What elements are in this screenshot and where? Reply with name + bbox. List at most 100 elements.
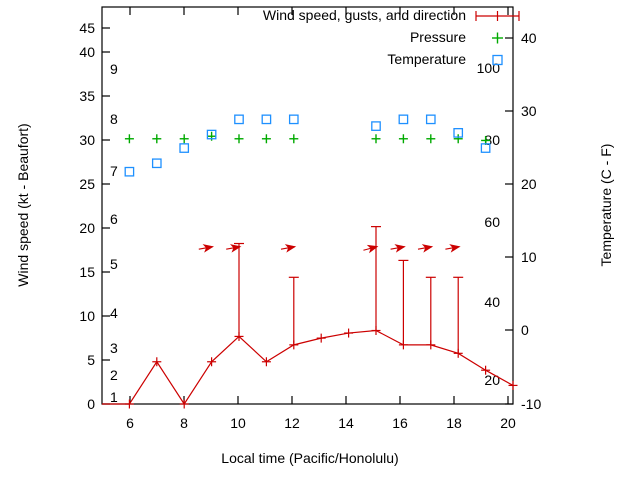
fahrenheit-label-100: 100 bbox=[477, 60, 501, 76]
temperature-marker bbox=[206, 129, 217, 140]
beaufort-label-8: 8 bbox=[110, 111, 118, 127]
pressure-marker bbox=[261, 134, 271, 144]
gust-bar bbox=[453, 276, 464, 354]
wind-direction-arrow bbox=[198, 244, 215, 253]
arrow-head bbox=[230, 244, 242, 253]
wind-speed-marker bbox=[344, 328, 354, 338]
temperature-marker bbox=[151, 158, 162, 169]
arrow-head bbox=[449, 244, 461, 253]
wind-speed-marker bbox=[179, 399, 189, 409]
y2-tick-label-40: 40 bbox=[521, 30, 537, 46]
pressure-marker bbox=[124, 134, 134, 144]
beaufort-scale-labels: 1 2 3 4 5 6 7 8 9 bbox=[110, 61, 118, 405]
pressure-marker bbox=[234, 134, 244, 144]
temperature-marker bbox=[124, 166, 135, 177]
legend-label-wind: Wind speed, gusts, and direction bbox=[263, 7, 466, 23]
gust-bar bbox=[398, 259, 409, 345]
y2-tick-label-10: 10 bbox=[521, 249, 537, 265]
wind-speed-marker bbox=[261, 357, 271, 367]
beaufort-label-3: 3 bbox=[110, 340, 118, 356]
y-axis-title: Wind speed (kt - Beaufort) bbox=[15, 123, 31, 286]
wind-speed-marker bbox=[426, 340, 436, 350]
wind-direction-arrow bbox=[445, 244, 461, 253]
x-tick-label-12: 12 bbox=[284, 415, 300, 431]
beaufort-label-2: 2 bbox=[110, 367, 118, 383]
y-tick-label-25: 25 bbox=[79, 176, 95, 192]
arrow-head bbox=[421, 244, 434, 253]
pressure-marker bbox=[371, 134, 381, 144]
y-axis-tick-labels: 0 5 10 15 20 25 30 35 40 45 bbox=[79, 20, 95, 412]
wind-direction-arrow bbox=[226, 244, 242, 253]
beaufort-label-9: 9 bbox=[110, 61, 118, 77]
x-tick-label-20: 20 bbox=[500, 415, 516, 431]
beaufort-label-4: 4 bbox=[110, 305, 118, 321]
y-axis-ticks bbox=[102, 27, 110, 405]
x-axis-tick-labels: 6 8 10 12 14 16 18 20 bbox=[126, 415, 516, 431]
arrow-head bbox=[394, 244, 406, 253]
legend-errorbar-icon bbox=[475, 11, 520, 21]
wind-speed-marker bbox=[207, 357, 217, 367]
beaufort-label-6: 6 bbox=[110, 211, 118, 227]
pressure-marker bbox=[426, 134, 436, 144]
temperature-marker bbox=[480, 143, 491, 153]
temperature-marker bbox=[261, 114, 272, 125]
gust-bar bbox=[371, 226, 381, 331]
wind-speed-marker bbox=[152, 357, 162, 367]
y-tick-label-40: 40 bbox=[79, 44, 95, 60]
wind-direction-arrow bbox=[280, 244, 297, 253]
x-tick-label-14: 14 bbox=[338, 415, 354, 431]
fahrenheit-scale-labels: 20 40 60 80 100 bbox=[477, 60, 501, 388]
wind-direction-arrow bbox=[417, 244, 434, 253]
x-tick-label-18: 18 bbox=[446, 415, 462, 431]
pressure-marker bbox=[179, 134, 189, 144]
temperature-marker bbox=[288, 114, 299, 125]
fahrenheit-label-60: 60 bbox=[484, 214, 500, 230]
pressure-marker bbox=[453, 134, 463, 144]
wind-speed-marker bbox=[481, 365, 491, 375]
wind-speed-marker bbox=[316, 333, 326, 343]
y2-axis-title: Temperature (C - F) bbox=[598, 144, 614, 267]
wind-direction-arrow bbox=[390, 244, 406, 253]
y-tick-label-5: 5 bbox=[87, 352, 95, 368]
gust-bar bbox=[288, 276, 299, 345]
wind-direction-arrow bbox=[363, 244, 379, 254]
temperature-marker bbox=[179, 143, 190, 153]
wind-speed-marker bbox=[371, 326, 381, 336]
y2-axis-tick-labels: -10 0 10 20 30 40 bbox=[521, 30, 541, 412]
y-tick-label-30: 30 bbox=[79, 132, 95, 148]
y-tick-label-45: 45 bbox=[79, 20, 95, 36]
pressure-marker bbox=[289, 134, 299, 144]
arrow-head bbox=[366, 244, 379, 254]
wind-speed-marker bbox=[289, 340, 299, 350]
y2-tick-label-20: 20 bbox=[521, 176, 537, 192]
temperature-marker bbox=[371, 121, 381, 131]
wind-speed-marker bbox=[234, 331, 244, 341]
wind-speed-marker bbox=[398, 340, 408, 350]
temperature-marker bbox=[234, 114, 244, 125]
gust-bar bbox=[425, 276, 436, 345]
y2-axis-ticks bbox=[505, 37, 513, 405]
temperature-marker bbox=[398, 114, 409, 125]
data-series-layer bbox=[102, 114, 518, 409]
arrow-head bbox=[284, 244, 297, 253]
beaufort-label-5: 5 bbox=[110, 256, 118, 272]
temperature-marker bbox=[453, 128, 464, 138]
y-tick-label-20: 20 bbox=[79, 220, 95, 236]
wind-speed-marker bbox=[508, 380, 518, 390]
x-tick-label-16: 16 bbox=[392, 415, 408, 431]
legend-label-pressure: Pressure bbox=[410, 29, 466, 45]
temperature-marker bbox=[425, 114, 436, 125]
y-tick-label-0: 0 bbox=[87, 396, 95, 412]
pressure-marker bbox=[152, 134, 162, 144]
wind-speed-marker bbox=[453, 348, 463, 358]
beaufort-label-7: 7 bbox=[110, 163, 118, 179]
legend-plus-icon bbox=[492, 32, 503, 44]
x-tick-label-8: 8 bbox=[180, 415, 188, 431]
gust-bar bbox=[234, 242, 244, 337]
fahrenheit-label-40: 40 bbox=[484, 294, 500, 310]
y-tick-label-35: 35 bbox=[79, 88, 95, 104]
x-axis-title: Local time (Pacific/Honolulu) bbox=[221, 450, 398, 466]
wind-speed-marker bbox=[124, 399, 134, 409]
